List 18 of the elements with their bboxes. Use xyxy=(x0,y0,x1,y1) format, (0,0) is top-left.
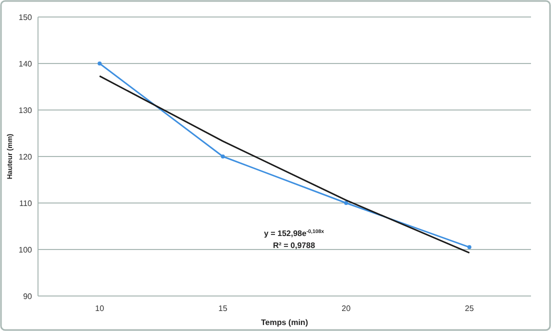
point xyxy=(98,62,102,66)
y-tick-label: 140 xyxy=(18,59,33,68)
annotation: y = 152,98e$^{-0,108x}$ xyxy=(264,229,324,238)
y-tick-label: 150 xyxy=(18,12,33,22)
x-tick-label: 25 xyxy=(464,304,474,313)
x-tick-label: 15 xyxy=(218,304,228,313)
point xyxy=(220,154,225,158)
y-tick-label: 110 xyxy=(19,198,33,208)
y-tick-label: 120 xyxy=(18,152,33,162)
x-tick-label: 10 xyxy=(95,304,105,313)
annotation: R² = 0,9788 xyxy=(272,241,316,250)
point xyxy=(467,245,472,250)
x-tick-label: 20 xyxy=(342,304,352,313)
y-tick-label: 100 xyxy=(18,245,33,254)
point xyxy=(344,201,348,205)
y-tick-label: 130 xyxy=(18,106,33,115)
x-axis-title: Temps (min) xyxy=(261,318,308,327)
y-tick-label: 90 xyxy=(23,292,33,301)
